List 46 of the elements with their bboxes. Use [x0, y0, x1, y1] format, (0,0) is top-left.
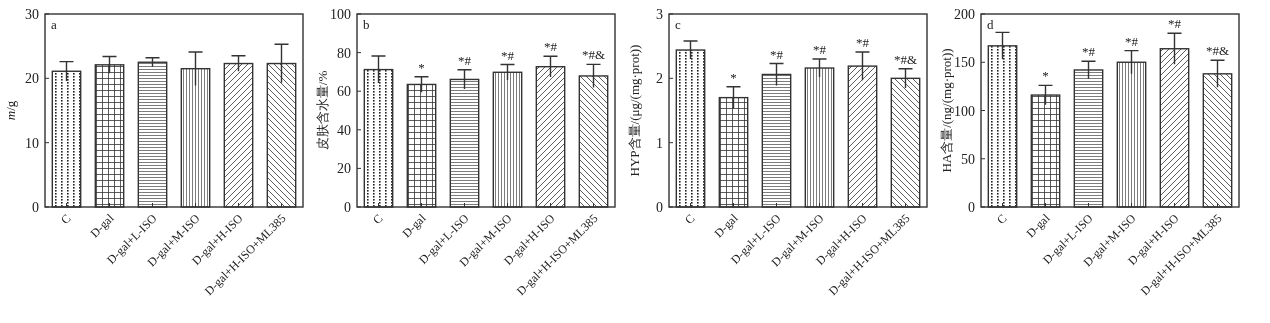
annotation: *#	[856, 34, 870, 50]
y-tick-label: 0	[656, 200, 663, 215]
y-tick-label: 3	[656, 7, 663, 22]
annotation: *#	[1168, 16, 1182, 32]
y-tick-label: 0	[968, 200, 975, 215]
y-tick-label: 60	[337, 84, 351, 100]
annotation: d	[987, 17, 994, 32]
annotation: *#	[544, 39, 558, 55]
y-tick-label: 40	[337, 122, 351, 138]
x-tick-label: C	[58, 211, 74, 227]
y-axis-title: 皮肤含水量/%	[315, 70, 330, 151]
y-tick-label: 20	[25, 71, 39, 87]
y-tick-label: 150	[954, 55, 975, 71]
annotation: *#	[1125, 33, 1139, 49]
y-tick-label: 100	[954, 103, 975, 119]
annotation: *#	[813, 42, 827, 58]
y-tick-label: 1	[656, 135, 663, 151]
annotation: *#&	[1205, 43, 1230, 59]
y-tick-label: 2	[656, 71, 663, 87]
annotation: *#	[501, 47, 515, 63]
y-tick-label: 10	[25, 135, 39, 151]
y-tick-label: 80	[337, 45, 351, 61]
annotation: *#	[770, 46, 784, 62]
y-tick-label: 0	[344, 200, 351, 215]
x-tick-label: C	[994, 211, 1010, 227]
annotation: b	[363, 17, 370, 32]
y-tick-label: 30	[25, 7, 39, 22]
y-tick-label: 50	[961, 151, 975, 167]
annotation: c	[675, 17, 681, 32]
annotation: a	[51, 17, 57, 32]
annotation: *#	[458, 52, 472, 68]
y-axis-title: m/g	[3, 100, 18, 121]
x-tick-label: C	[370, 211, 386, 227]
x-tick-label: C	[682, 211, 698, 227]
y-tick-label: 0	[32, 200, 39, 215]
y-axis-title: HYP含量/(μg/(mg·prot))	[627, 44, 642, 177]
annotation: *	[730, 69, 737, 85]
y-tick-label: 20	[337, 161, 351, 177]
y-axis-title: HA含量/(ng/(mg·prot))	[939, 48, 954, 173]
annotation: *#&	[581, 47, 606, 63]
annotation: *	[1042, 68, 1049, 84]
annotation: *	[418, 59, 425, 75]
annotation: *#	[1082, 44, 1096, 60]
y-tick-label: 100	[330, 7, 351, 22]
y-tick-label: 200	[954, 7, 975, 22]
annotation: *#&	[893, 51, 918, 67]
